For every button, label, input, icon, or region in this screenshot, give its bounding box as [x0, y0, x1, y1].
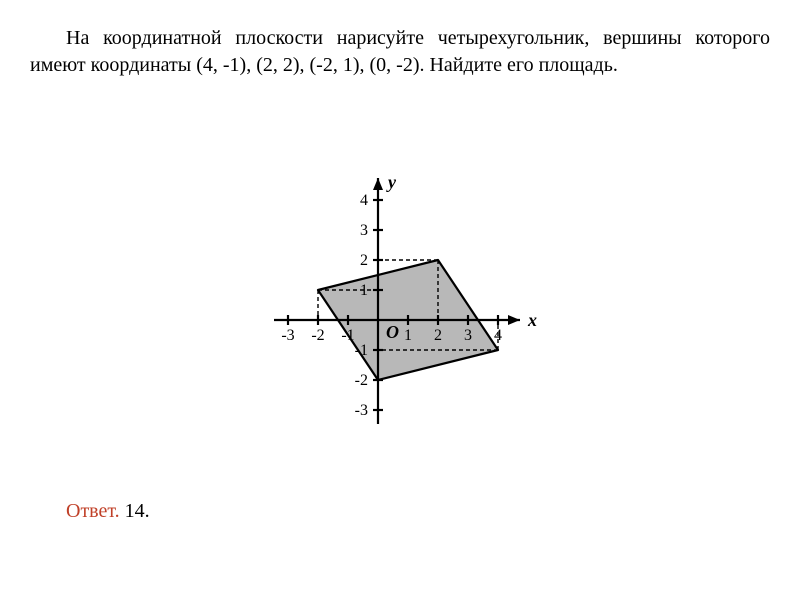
- coordinate-plane-chart: -3 -2 -1 1 2 3 4 -3 -2 -1 1 2 3 4 Ox y: [0, 160, 800, 450]
- svg-text:1: 1: [404, 327, 412, 344]
- problem-line-1: На координатной плоскости нарисуйте четы…: [66, 27, 589, 49]
- svg-text:-3: -3: [281, 327, 294, 344]
- svg-text:y: y: [386, 172, 397, 192]
- svg-text:-1: -1: [341, 327, 354, 344]
- svg-text:4: 4: [360, 192, 368, 209]
- problem-statement: На координатной плоскости нарисуйте четы…: [30, 25, 770, 79]
- svg-text:-2: -2: [311, 327, 324, 344]
- answer-label: Ответ.: [66, 500, 120, 522]
- svg-text:-2: -2: [355, 372, 368, 389]
- svg-text:-1: -1: [355, 342, 368, 359]
- svg-text:2: 2: [360, 252, 368, 269]
- chart-svg: -3 -2 -1 1 2 3 4 -3 -2 -1 1 2 3 4 Ox y: [230, 160, 570, 450]
- svg-text:2: 2: [434, 327, 442, 344]
- svg-text:4: 4: [494, 327, 502, 344]
- svg-text:O: O: [386, 322, 399, 342]
- svg-text:-3: -3: [355, 402, 368, 419]
- problem-line-3: Найдите его площадь.: [429, 54, 617, 76]
- answer-value: 14.: [125, 500, 150, 522]
- svg-text:x: x: [527, 310, 537, 330]
- svg-text:1: 1: [360, 282, 368, 299]
- svg-text:3: 3: [464, 327, 472, 344]
- svg-text:3: 3: [360, 222, 368, 239]
- answer-block: Ответ. 14.: [66, 500, 150, 523]
